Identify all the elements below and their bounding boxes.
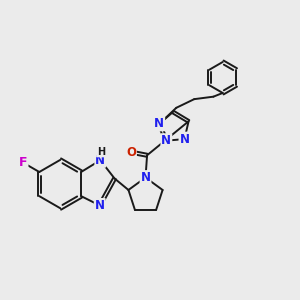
- Text: N: N: [179, 133, 190, 146]
- Text: H: H: [97, 146, 105, 157]
- Text: N: N: [95, 154, 105, 167]
- Text: N: N: [95, 199, 105, 212]
- Text: N: N: [140, 171, 151, 184]
- Text: N: N: [161, 134, 171, 147]
- Text: F: F: [19, 156, 28, 169]
- Text: O: O: [126, 146, 136, 159]
- Text: N: N: [154, 117, 164, 130]
